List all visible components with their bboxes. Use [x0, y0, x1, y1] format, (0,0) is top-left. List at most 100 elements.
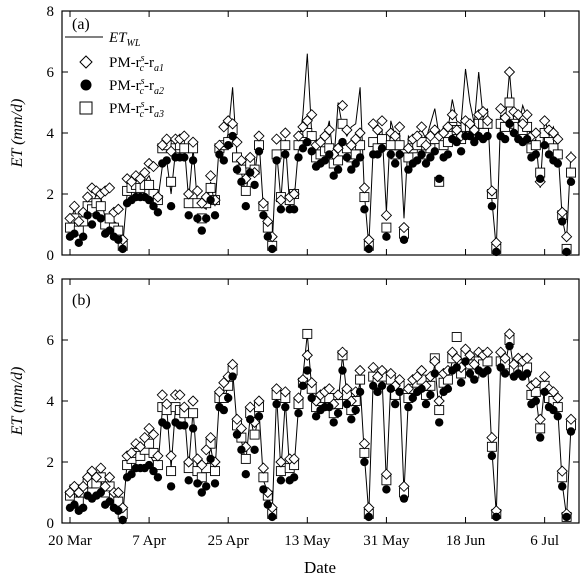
point-pm-ra1 — [257, 462, 270, 474]
point-pm-ra2 — [443, 150, 453, 159]
point-pm-ra1 — [538, 115, 551, 127]
point-pm-ra2 — [435, 418, 444, 427]
point-pm-ra1 — [103, 471, 116, 483]
point-pm-ra2 — [553, 412, 562, 421]
point-pm-ra2 — [127, 470, 136, 479]
point-pm-ra1 — [253, 130, 265, 142]
point-pm-ra1 — [521, 109, 533, 121]
legend-r3-sup: s — [141, 99, 145, 110]
point-pm-ra2 — [320, 156, 330, 165]
point-pm-ra2 — [281, 402, 290, 412]
point-pm-ra1 — [288, 453, 300, 465]
point-pm-ra2 — [210, 211, 220, 220]
point-pm-ra2 — [188, 424, 198, 433]
point-pm-ra2 — [566, 427, 576, 436]
point-pm-ra2 — [241, 470, 250, 479]
point-pm-ra1 — [90, 471, 103, 483]
point-pm-ra2 — [294, 153, 303, 162]
point-pm-ra1 — [429, 355, 441, 367]
point-pm-ra1 — [306, 109, 318, 121]
legend-entry-r2: PM-rs c-ra2 — [109, 76, 164, 97]
point-pm-ra2 — [465, 131, 475, 141]
point-pm-ra2 — [417, 150, 426, 159]
point-pm-ra1 — [183, 456, 195, 468]
point-pm-ra1 — [323, 124, 335, 136]
point-pm-ra2 — [268, 512, 277, 522]
point-pm-ra2 — [166, 482, 176, 491]
point-pm-ra1 — [336, 346, 349, 358]
point-pm-ra1 — [257, 197, 270, 209]
point-pm-ra2 — [558, 217, 567, 226]
point-pm-ra1 — [367, 361, 379, 374]
point-pm-ra2 — [496, 363, 505, 372]
point-pm-ra2 — [307, 393, 316, 403]
point-pm-ra1 — [161, 398, 173, 410]
point-pm-ra2 — [492, 247, 501, 257]
point-pm-ra2 — [351, 405, 360, 415]
point-pm-ra1 — [552, 133, 564, 145]
point-pm-ra1 — [560, 231, 573, 243]
point-pm-ra2 — [470, 375, 479, 384]
x-tick-label: 7 Apr — [132, 533, 166, 549]
point-pm-ra2 — [373, 150, 382, 159]
point-pm-ra2 — [531, 150, 540, 159]
point-pm-ra2 — [492, 512, 501, 522]
point-pm-ra2 — [540, 141, 549, 150]
point-pm-ra2 — [311, 412, 321, 421]
data-marks-b — [64, 328, 577, 525]
y-tick-label: 6 — [47, 333, 55, 349]
point-pm-ra1 — [398, 221, 410, 234]
point-pm-ra2 — [197, 226, 206, 235]
legend-entry-r3: PM-rs c-ra3 — [109, 99, 164, 120]
point-pm-ra1 — [538, 370, 551, 383]
y-tick-label: 4 — [47, 126, 55, 142]
y-axis-label-a: ET (mm/d) — [9, 99, 26, 169]
point-pm-ra2 — [360, 457, 369, 467]
point-pm-ra3 — [210, 466, 220, 477]
point-pm-ra2 — [105, 497, 114, 506]
point-pm-ra3 — [166, 176, 177, 187]
point-pm-ra1 — [402, 142, 415, 154]
point-pm-ra2 — [421, 399, 431, 409]
point-pm-ra2 — [536, 433, 545, 442]
point-pm-ra2 — [465, 369, 475, 378]
point-pm-ra1 — [213, 139, 226, 151]
point-pm-ra1 — [165, 450, 177, 462]
point-pm-ra2 — [180, 153, 189, 162]
point-pm-ra2 — [303, 137, 312, 147]
point-pm-ra2 — [180, 421, 189, 430]
point-pm-ra1 — [451, 352, 463, 364]
x-tick-label: 6 Jul — [530, 533, 559, 549]
point-pm-ra1 — [358, 438, 371, 450]
y-tick-label: 2 — [47, 455, 55, 471]
point-pm-ra1 — [213, 386, 226, 398]
point-pm-ra2 — [395, 387, 404, 397]
point-pm-ra2 — [96, 488, 106, 497]
x-tick-label: 20 Mar — [48, 533, 92, 549]
point-pm-ra1 — [152, 450, 164, 462]
panel-b: 0 2 4 6 8 20 Mar 7 Apr 25 Apr 13 May 31 May 18 Jun… — [9, 272, 580, 549]
point-pm-ra2 — [259, 485, 268, 494]
point-pm-ra1 — [270, 133, 283, 145]
point-pm-ra2 — [500, 134, 510, 144]
point-pm-ra2 — [426, 153, 435, 162]
point-pm-ra2 — [232, 430, 242, 439]
point-pm-ra1 — [103, 182, 116, 194]
point-pm-ra2 — [206, 454, 215, 464]
point-pm-ra1 — [389, 130, 401, 142]
point-pm-ra1 — [68, 200, 81, 212]
point-pm-ra2 — [289, 205, 299, 214]
point-pm-ra1 — [306, 377, 318, 389]
point-pm-ra1 — [253, 395, 265, 407]
y-tick-label: 0 — [47, 516, 55, 532]
point-pm-ra1 — [204, 170, 217, 182]
legend-entry-et: ETWL — [108, 30, 141, 49]
point-pm-ra2 — [259, 211, 268, 220]
point-pm-ra1 — [371, 124, 384, 136]
legend-r1-main: PM-r — [109, 55, 141, 71]
point-pm-ra2 — [162, 421, 171, 430]
point-pm-ra2 — [219, 405, 228, 415]
legend-et-sub: WL — [127, 38, 141, 49]
point-pm-ra1 — [530, 127, 542, 139]
point-pm-ra3 — [377, 134, 387, 145]
